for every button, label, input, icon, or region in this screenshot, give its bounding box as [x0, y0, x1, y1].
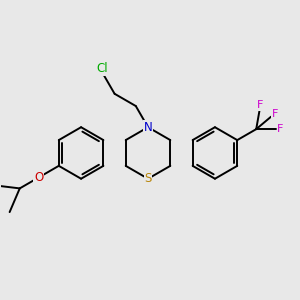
Text: F: F [257, 100, 264, 110]
Text: Cl: Cl [97, 62, 108, 75]
Text: O: O [34, 171, 43, 184]
Text: N: N [144, 121, 152, 134]
Text: F: F [277, 124, 284, 134]
Text: F: F [272, 109, 278, 118]
Text: S: S [144, 172, 152, 185]
